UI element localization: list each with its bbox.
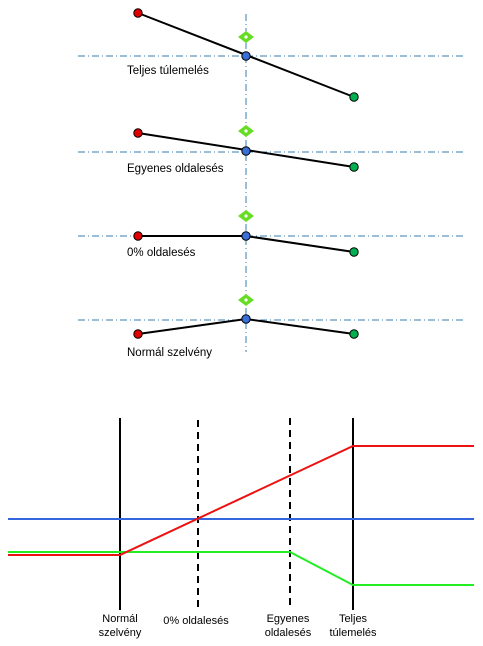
profile-line xyxy=(245,318,355,335)
center-point xyxy=(241,51,251,61)
state-label: Egyenes oldalesés xyxy=(127,163,224,175)
transition-label-straight-2: oldalesés xyxy=(265,627,312,639)
state-label: Normál szelvény xyxy=(127,347,212,359)
transition-label-normal-2: szelvény xyxy=(99,627,142,639)
transition-label-zero: 0% oldalesés xyxy=(163,615,229,627)
cross-sections: Teljes túlemelés Egyenes oldalesés xyxy=(78,8,463,359)
left-edge-point xyxy=(133,8,143,18)
right-edge-profile xyxy=(8,551,474,586)
right-edge-point xyxy=(349,247,359,257)
center-point xyxy=(241,146,251,156)
pivot-icon xyxy=(238,210,254,222)
center-point xyxy=(241,231,251,241)
profile-line xyxy=(245,235,355,253)
left-edge-point xyxy=(133,231,143,241)
state-label: Teljes túlemelés xyxy=(127,65,209,77)
profile-line xyxy=(137,318,247,335)
transition-label-normal: Normál xyxy=(102,613,137,625)
left-edge-point xyxy=(133,128,143,138)
state-normal-section: Normál szelvény xyxy=(78,294,463,359)
transition-diagram: Normál szelvény 0% oldalesés Egyenes old… xyxy=(8,418,474,639)
left-edge-point xyxy=(133,329,143,339)
right-edge-point xyxy=(349,329,359,339)
left-edge-profile xyxy=(8,445,474,556)
pivot-icon xyxy=(238,31,254,43)
transition-label-full-2: túlemelés xyxy=(329,627,377,639)
state-full-superelevation: Teljes túlemelés xyxy=(78,8,463,102)
right-edge-point xyxy=(349,92,359,102)
state-zero-crossfall: 0% oldalesés xyxy=(78,210,463,259)
right-edge-point xyxy=(349,162,359,172)
state-straight-crossfall: Egyenes oldalesés xyxy=(78,125,463,175)
center-point xyxy=(241,314,251,324)
pivot-icon xyxy=(238,125,254,137)
state-label: 0% oldalesés xyxy=(127,247,196,259)
pivot-icon xyxy=(238,294,254,306)
transition-label-full: Teljes xyxy=(339,613,368,625)
transition-label-straight: Egyenes xyxy=(267,613,310,625)
